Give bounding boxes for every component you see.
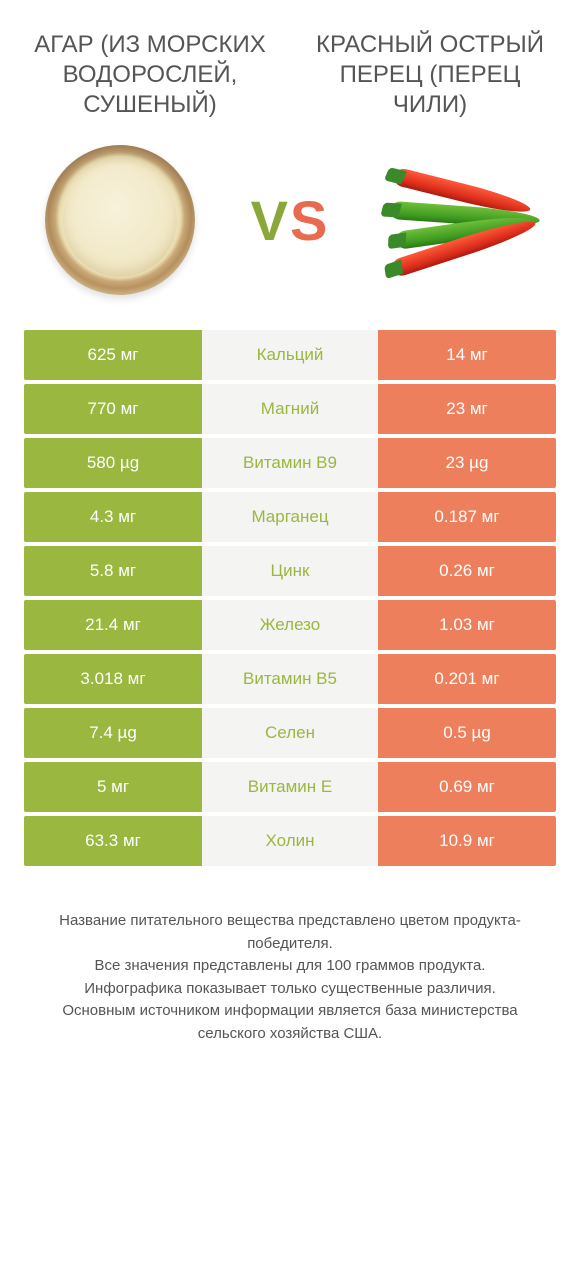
nutrient-label: Витамин E [202,762,378,812]
nutrient-label: Кальций [202,330,378,380]
nutrient-label: Магний [202,384,378,434]
left-value: 21.4 мг [24,600,202,650]
left-value: 625 мг [24,330,202,380]
table-row: 5 мгВитамин E0.69 мг [24,762,556,812]
right-value: 23 мг [378,384,556,434]
comparison-table: 625 мгКальций14 мг770 мгМагний23 мг580 µ… [0,330,580,866]
footer-line: Основным источником информации является … [28,1000,552,1045]
table-row: 63.3 мгХолин10.9 мг [24,816,556,866]
left-image [40,140,200,300]
nutrient-label: Холин [202,816,378,866]
right-value: 0.201 мг [378,654,556,704]
footer-notes: Название питательного вещества представл… [0,870,580,1045]
footer-line: Все значения представлены для 100 граммо… [28,955,552,978]
right-value: 0.5 µg [378,708,556,758]
right-title: КРАСНЫЙ ОСТРЫЙ ПЕРЕЦ (ПЕРЕЦ ЧИЛИ) [310,30,550,120]
right-value: 0.26 мг [378,546,556,596]
left-value: 580 µg [24,438,202,488]
vs-v: V [251,189,290,252]
table-row: 21.4 мгЖелезо1.03 мг [24,600,556,650]
table-row: 4.3 мгМарганец0.187 мг [24,492,556,542]
table-row: 5.8 мгЦинк0.26 мг [24,546,556,596]
nutrient-label: Марганец [202,492,378,542]
vs-s: S [290,189,329,252]
footer-line: Название питательного вещества представл… [28,910,552,955]
footer-line: Инфографика показывает только существенн… [28,978,552,1001]
left-value: 7.4 µg [24,708,202,758]
right-image [380,140,540,300]
table-row: 580 µgВитамин B923 µg [24,438,556,488]
table-row: 625 мгКальций14 мг [24,330,556,380]
left-value: 3.018 мг [24,654,202,704]
chili-peppers-icon [380,160,540,280]
nutrient-label: Цинк [202,546,378,596]
right-value: 0.69 мг [378,762,556,812]
agar-bowl-icon [45,145,195,295]
left-title: АГАР (ИЗ МОРСКИХ ВОДОРОСЛЕЙ, СУШЕНЫЙ) [30,30,270,120]
right-value: 23 µg [378,438,556,488]
nutrient-label: Железо [202,600,378,650]
left-value: 63.3 мг [24,816,202,866]
vs-label: VS [251,188,330,253]
nutrient-label: Селен [202,708,378,758]
left-value: 4.3 мг [24,492,202,542]
left-value: 5 мг [24,762,202,812]
right-value: 14 мг [378,330,556,380]
nutrient-label: Витамин B5 [202,654,378,704]
nutrient-label: Витамин B9 [202,438,378,488]
right-value: 1.03 мг [378,600,556,650]
table-row: 770 мгМагний23 мг [24,384,556,434]
titles-row: АГАР (ИЗ МОРСКИХ ВОДОРОСЛЕЙ, СУШЕНЫЙ) КР… [0,0,580,130]
table-row: 7.4 µgСелен0.5 µg [24,708,556,758]
vs-row: VS [0,130,580,330]
right-value: 0.187 мг [378,492,556,542]
right-value: 10.9 мг [378,816,556,866]
left-value: 770 мг [24,384,202,434]
left-value: 5.8 мг [24,546,202,596]
table-row: 3.018 мгВитамин B50.201 мг [24,654,556,704]
